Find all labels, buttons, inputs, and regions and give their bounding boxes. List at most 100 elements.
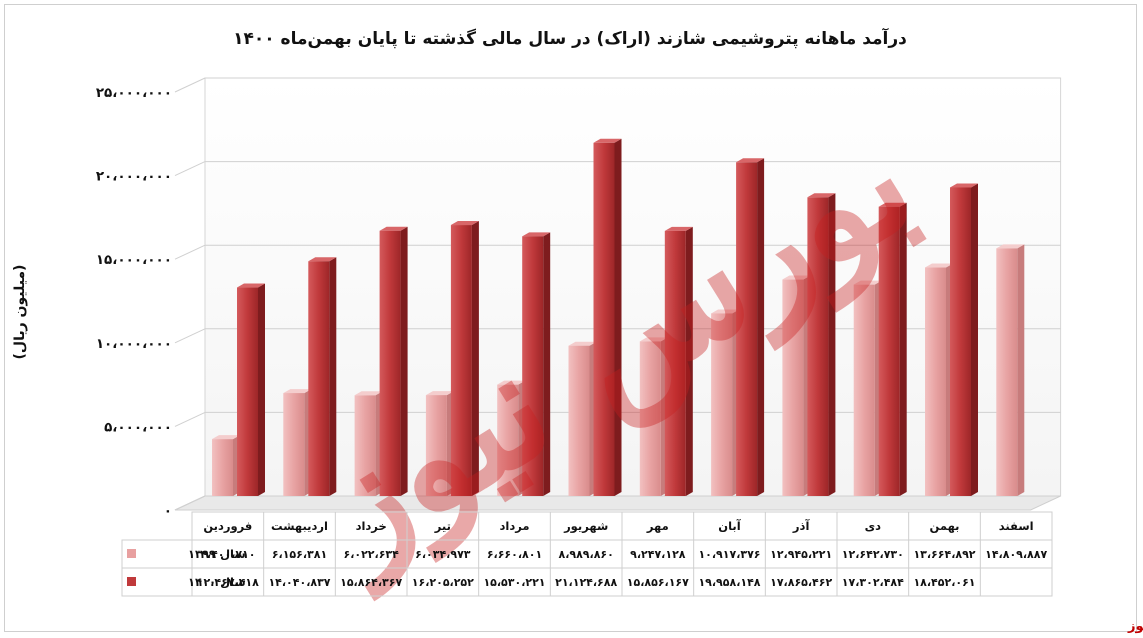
bar-side: [899, 202, 907, 497]
data-cell: ۱۶،۲۰۵،۲۵۲: [412, 576, 474, 589]
bar: [283, 393, 305, 496]
data-cell: ۱۴،۸۰۹،۸۸۷: [985, 548, 1047, 561]
bar-top: [950, 183, 978, 188]
bar-side: [258, 283, 265, 496]
category-label: مرداد: [499, 519, 529, 533]
gridline-side: [174, 495, 206, 511]
back-wall: [204, 77, 1062, 497]
bar-top: [450, 221, 479, 226]
data-table: فروردین ۳،۴۰۰،۷۱۰ ۱۲،۴۶۷،۴۱۸ اردیبهشت ۶،۱۵۶،…: [121, 511, 1053, 597]
bar-top: [664, 226, 693, 231]
gridline-side: [174, 328, 206, 344]
bar: [568, 345, 590, 496]
bar: [782, 279, 804, 496]
bar-top: [807, 193, 836, 198]
bar-top: [212, 435, 240, 440]
data-cell: ۱۵،۸۶۴،۳۶۷: [340, 576, 402, 589]
bar-side: [543, 232, 551, 496]
bar-side: [471, 221, 479, 496]
category-label: آذر: [792, 519, 811, 533]
bar: [308, 261, 330, 496]
data-cell: ۱۲،۴۶۷،۴۱۸: [197, 576, 259, 589]
bar-top: [711, 309, 740, 314]
y-tick-label: ۰: [164, 503, 172, 519]
bar: [711, 313, 733, 496]
category-label: اردیبهشت: [271, 519, 328, 533]
data-cell: ۲۱،۱۲۴،۶۸۸: [555, 576, 617, 589]
bar: [379, 230, 401, 496]
data-cell: ۳،۴۰۰،۷۱۰: [200, 548, 255, 561]
data-cell: ۹،۲۴۷،۱۲۸: [630, 548, 686, 561]
bar-top: [568, 341, 597, 346]
bar-top: [639, 337, 668, 342]
bar-top: [497, 380, 526, 385]
legend-label: سال ۱۴۰۰: [188, 575, 246, 589]
bar-side: [757, 158, 765, 497]
category-label: آبان: [718, 519, 741, 533]
bar: [664, 230, 686, 496]
bar-top: [736, 158, 765, 163]
category-label: اسفند: [999, 519, 1034, 533]
bar-side: [329, 257, 337, 496]
category-label: خرداد: [356, 519, 387, 533]
data-cell: ۱۹،۹۵۸،۱۴۸: [698, 576, 760, 589]
data-cell: ۶،۰۳۴،۹۷۳: [415, 548, 471, 561]
floor: [174, 495, 1061, 511]
data-cell: ۱۵،۸۵۶،۱۶۷: [627, 576, 689, 589]
data-cell: ۸،۹۸۹،۸۶۰: [558, 548, 613, 561]
category-label: فروردین: [203, 519, 252, 534]
data-cell: ۱۳،۶۶۴،۸۹۲: [913, 548, 975, 561]
plot-area: ۰ ۵،۰۰۰،۰۰۰ ۱۰،۰۰۰،۰۰۰ ۱۵،۰۰۰،۰۰۰ ۲۰،۰۰۰،۰۰۰…: [96, 77, 1062, 519]
bar-top: [237, 283, 265, 288]
legend-label: سال ۱۳۹۹: [188, 547, 246, 561]
gridline-side: [174, 244, 206, 260]
bar-side: [400, 226, 408, 496]
gridline-side: [174, 161, 206, 177]
data-cell: ۶،۶۶۰،۸۰۱: [487, 548, 542, 561]
bar-top: [853, 280, 882, 285]
bar-top: [925, 263, 953, 268]
y-tick-label: ۱۰،۰۰۰،۰۰۰: [96, 336, 172, 352]
data-cell: ۱۲،۹۴۵،۲۲۱: [770, 548, 832, 561]
bar: [950, 187, 971, 496]
bar: [736, 162, 758, 497]
data-cell: ۱۰،۹۱۷،۳۷۶: [698, 548, 760, 561]
legend-swatch: [127, 549, 136, 558]
y-tick-label: ۱۵،۰۰۰،۰۰۰: [96, 252, 172, 268]
category-label: بهمن: [930, 519, 960, 533]
bar: [425, 395, 447, 496]
category-label: تیر: [434, 519, 451, 533]
bar-top: [354, 391, 383, 396]
bar-top: [878, 202, 907, 207]
y-tick-label: ۲۵،۰۰۰،۰۰۰: [96, 85, 172, 101]
data-cell: ۶،۰۲۲،۶۳۴: [343, 548, 399, 561]
bar-top: [593, 138, 622, 143]
bar-side: [1017, 244, 1025, 496]
bar-top: [425, 391, 454, 396]
y-tick-label: ۵،۰۰۰،۰۰۰: [104, 419, 172, 435]
data-cell: ۶،۱۵۶،۳۸۱: [272, 548, 327, 561]
bar-top: [782, 275, 811, 280]
gridline-side: [174, 411, 206, 427]
bar: [212, 439, 233, 496]
bar: [450, 225, 472, 496]
gridline-side: [174, 77, 206, 93]
y-tick-label: ۲۰،۰۰۰،۰۰۰: [96, 169, 172, 185]
bar-side: [685, 226, 693, 496]
bar: [522, 236, 544, 496]
data-cell: ۱۷،۳۰۲،۴۸۴: [842, 576, 904, 589]
bar-top: [308, 257, 337, 262]
bar: [237, 287, 258, 496]
bar: [878, 206, 900, 497]
data-cell: ۱۴،۰۴۰،۸۳۷: [268, 576, 330, 589]
bar: [853, 284, 875, 496]
bar: [354, 395, 376, 496]
bar-top: [996, 244, 1025, 249]
bar: [807, 197, 829, 496]
legend-swatch: [127, 577, 136, 586]
data-cell: ۱۲،۶۴۲،۷۳۰: [842, 548, 904, 561]
bar: [925, 267, 946, 496]
bar: [639, 341, 661, 496]
data-cell: ۱۷،۸۶۵،۴۶۲: [770, 576, 832, 589]
